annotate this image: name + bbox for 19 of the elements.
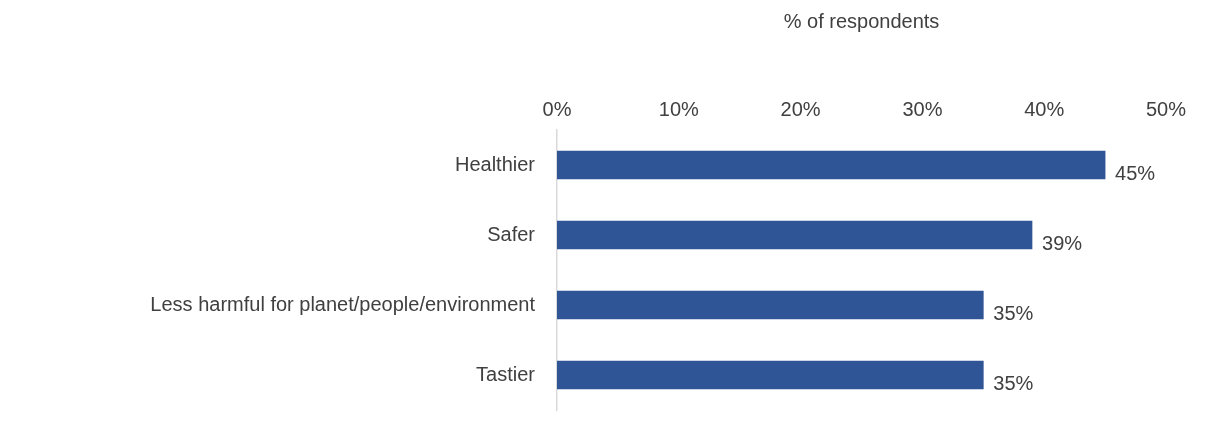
x-tick-label: 30%	[902, 97, 943, 120]
y-tick-label: Safer	[487, 222, 536, 245]
data-label: 35%	[993, 301, 1034, 324]
x-tick-label: 50%	[1145, 97, 1187, 120]
bar	[557, 290, 984, 320]
bar	[557, 220, 1033, 250]
y-tick-label: Healthier	[454, 152, 536, 175]
data-label: 35%	[993, 371, 1034, 394]
x-tick-label: 40%	[1024, 97, 1065, 120]
y-tick-label: Less harmful for planet/people/environment	[150, 292, 536, 315]
x-tick-label: 20%	[780, 97, 821, 120]
y-tick-label: Tastier	[476, 362, 536, 385]
x-tick-label: 10%	[658, 97, 700, 120]
bar	[557, 150, 1106, 180]
data-label: 45%	[1115, 161, 1156, 184]
data-label: 39%	[1042, 231, 1083, 254]
x-axis-title: % of respondents	[783, 9, 940, 32]
x-tick-label: 0%	[542, 97, 572, 120]
bar	[557, 360, 984, 390]
